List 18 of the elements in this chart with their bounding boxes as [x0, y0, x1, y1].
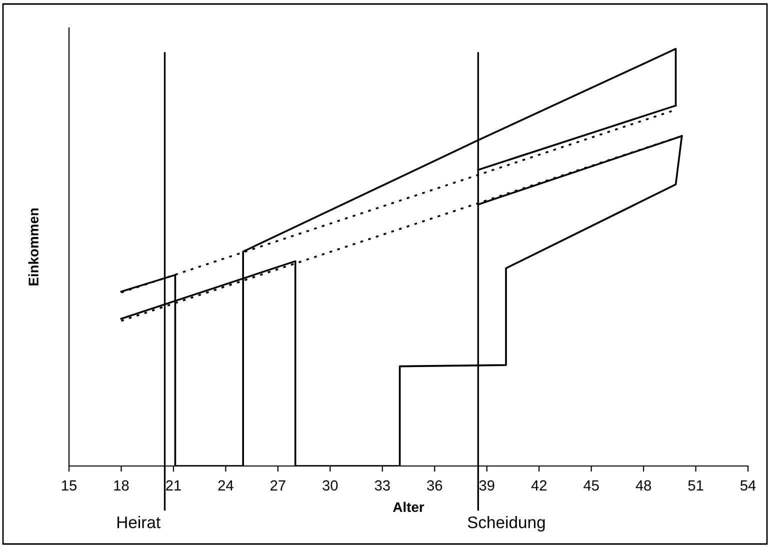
x-axis-title: Alter	[393, 502, 424, 512]
ref-line-label: Scheidung	[468, 516, 545, 532]
ref-line-label: Heirat	[118, 516, 160, 528]
x-tick-label: 48	[636, 480, 652, 491]
x-tick-label: 36	[427, 480, 442, 491]
x-tick-label: 45	[584, 480, 599, 491]
x-tick-label: 54	[740, 480, 756, 491]
y-axis-title: Einkommen	[28, 208, 38, 286]
x-tick-label: 27	[270, 480, 286, 490]
x-tick-label: 18	[114, 480, 129, 491]
x-tick-label: 51	[688, 480, 704, 491]
x-tick-label: 33	[374, 480, 390, 491]
x-tick-label: 21	[166, 480, 181, 490]
x-tick-label: 24	[218, 480, 234, 490]
x-tick-label: 39	[479, 480, 494, 491]
x-tick-label: 42	[531, 480, 546, 490]
x-tick-label: 15	[62, 480, 76, 491]
x-tick-label: 30	[322, 480, 338, 491]
